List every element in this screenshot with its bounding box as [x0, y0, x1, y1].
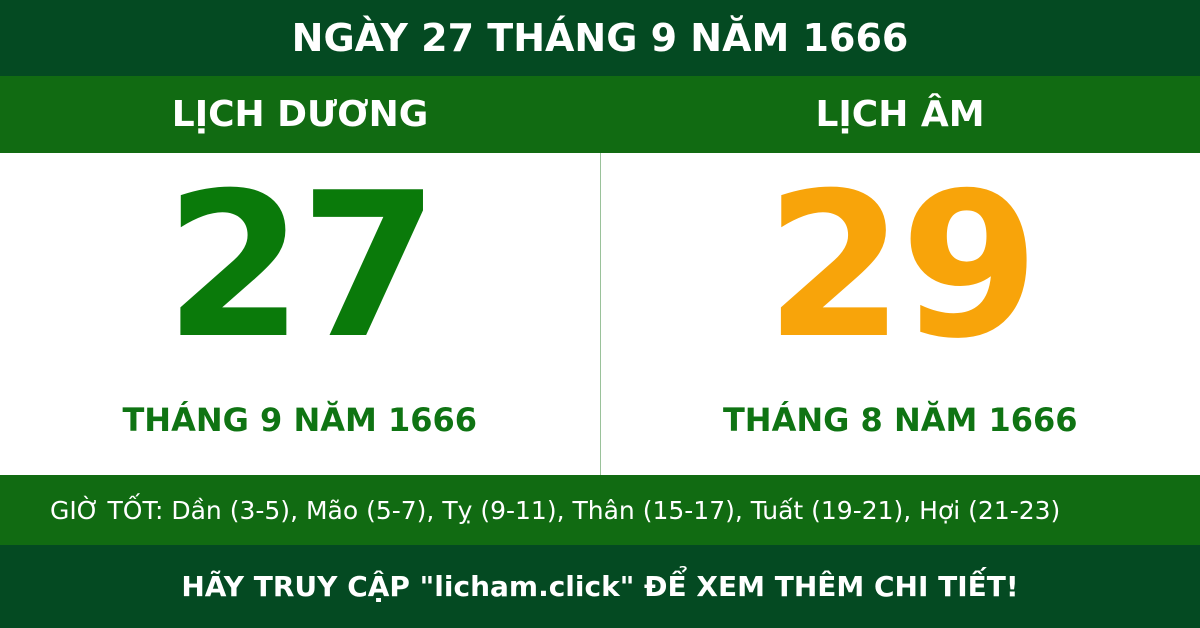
good-hours: GIỜ TỐT: Dần (3-5), Mão (5-7), Tỵ (9-11)…	[0, 475, 1200, 545]
day-columns: 27 THÁNG 9 NĂM 1666 29 THÁNG 8 NĂM 1666	[0, 153, 1200, 475]
lunar-month-year: THÁNG 8 NĂM 1666	[722, 401, 1078, 439]
solar-column: 27 THÁNG 9 NĂM 1666	[0, 153, 600, 475]
solar-day: 27	[164, 150, 439, 383]
title: NGÀY 27 THÁNG 9 NĂM 1666	[0, 0, 1200, 76]
calendar-labels: LỊCH DƯƠNG LỊCH ÂM	[0, 76, 1200, 153]
solar-month-year: THÁNG 9 NĂM 1666	[122, 401, 478, 439]
lunar-column: 29 THÁNG 8 NĂM 1666	[599, 150, 1200, 475]
lunar-day: 29	[765, 150, 1039, 383]
lunar-label: LỊCH ÂM	[815, 94, 985, 135]
footer: HÃY TRUY CẬP "licham.click" ĐỂ XEM THÊM …	[0, 545, 1200, 628]
solar-label: LỊCH DƯƠNG	[171, 94, 429, 135]
